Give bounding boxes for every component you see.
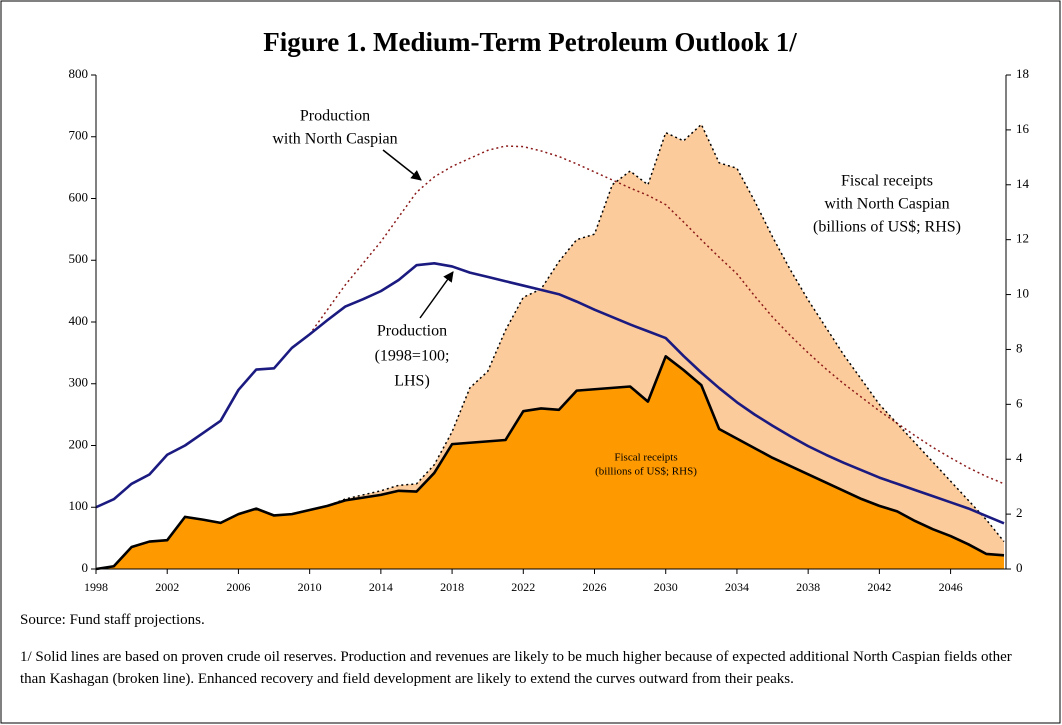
plot-area: Fiscal receipts with North Caspian (billio…: [69, 66, 1030, 594]
series-label: LHS): [394, 373, 430, 390]
x-tick-label: 2034: [725, 580, 749, 594]
x-tick-label: 2046: [939, 580, 963, 594]
area: [96, 356, 1004, 569]
y-tick-label: 0: [82, 560, 89, 575]
footnote: 1/ Solid lines are based on proven crude…: [20, 649, 1012, 687]
y2-tick-label: 2: [1016, 505, 1023, 520]
x-tick-label: 2026: [583, 580, 607, 594]
line: [95, 355, 1005, 571]
y2-tick-label: 14: [1016, 176, 1030, 191]
y2-tick-label: 6: [1016, 395, 1023, 410]
area: [96, 124, 1004, 570]
y-tick-label: 100: [69, 498, 89, 513]
y2-tick-label: 8: [1016, 340, 1023, 355]
x-tick-label: 2030: [654, 580, 678, 594]
y-tick-label: 300: [69, 375, 89, 390]
y-tick-label: 200: [69, 436, 89, 451]
y-tick-label: 400: [69, 313, 89, 328]
series-label: (1998=100;: [375, 348, 450, 365]
y2-tick-label: 0: [1016, 560, 1023, 575]
x-tick-label: 2006: [226, 580, 250, 594]
line: [309, 145, 1005, 485]
y-tick-label: 600: [69, 189, 89, 204]
series-label: (billions of US$; RHS): [595, 466, 697, 478]
x-tick-label: 1998: [84, 580, 108, 594]
y2-tick-label: 16: [1016, 121, 1030, 136]
x-tick-label: 2018: [440, 580, 464, 594]
x-tick-label: 2010: [298, 580, 322, 594]
series-label: with North Caspian: [824, 196, 949, 213]
y2-tick-label: 4: [1016, 450, 1023, 465]
x-tick-label: 2002: [155, 580, 179, 594]
series-label: (billions of US$; RHS): [813, 219, 961, 236]
series-label: Fiscal receipts: [614, 452, 677, 464]
series-label: Production: [377, 323, 447, 340]
source-note: Source: Fund staff projections.: [20, 612, 205, 628]
x-tick-label: 2022: [511, 580, 535, 594]
x-tick-label: 2014: [369, 580, 393, 594]
x-tick-label: 2042: [867, 580, 891, 594]
y2-tick-label: 18: [1016, 66, 1029, 81]
y-tick-label: 800: [69, 66, 89, 81]
line: [95, 262, 1005, 525]
y2-tick-label: 10: [1016, 286, 1029, 301]
arrow: [382, 149, 422, 181]
y-tick-label: 700: [69, 128, 89, 143]
series-label: with North Caspian: [272, 131, 397, 148]
chart-title: Figure 1. Medium-Term Petroleum Outlook …: [263, 27, 797, 57]
series-label: Production: [300, 108, 370, 125]
x-tick-label: 2038: [796, 580, 820, 594]
y2-tick-label: 12: [1016, 231, 1029, 246]
y-tick-label: 500: [69, 251, 89, 266]
series-label: Fiscal receipts: [841, 173, 933, 190]
arrow: [419, 271, 454, 319]
